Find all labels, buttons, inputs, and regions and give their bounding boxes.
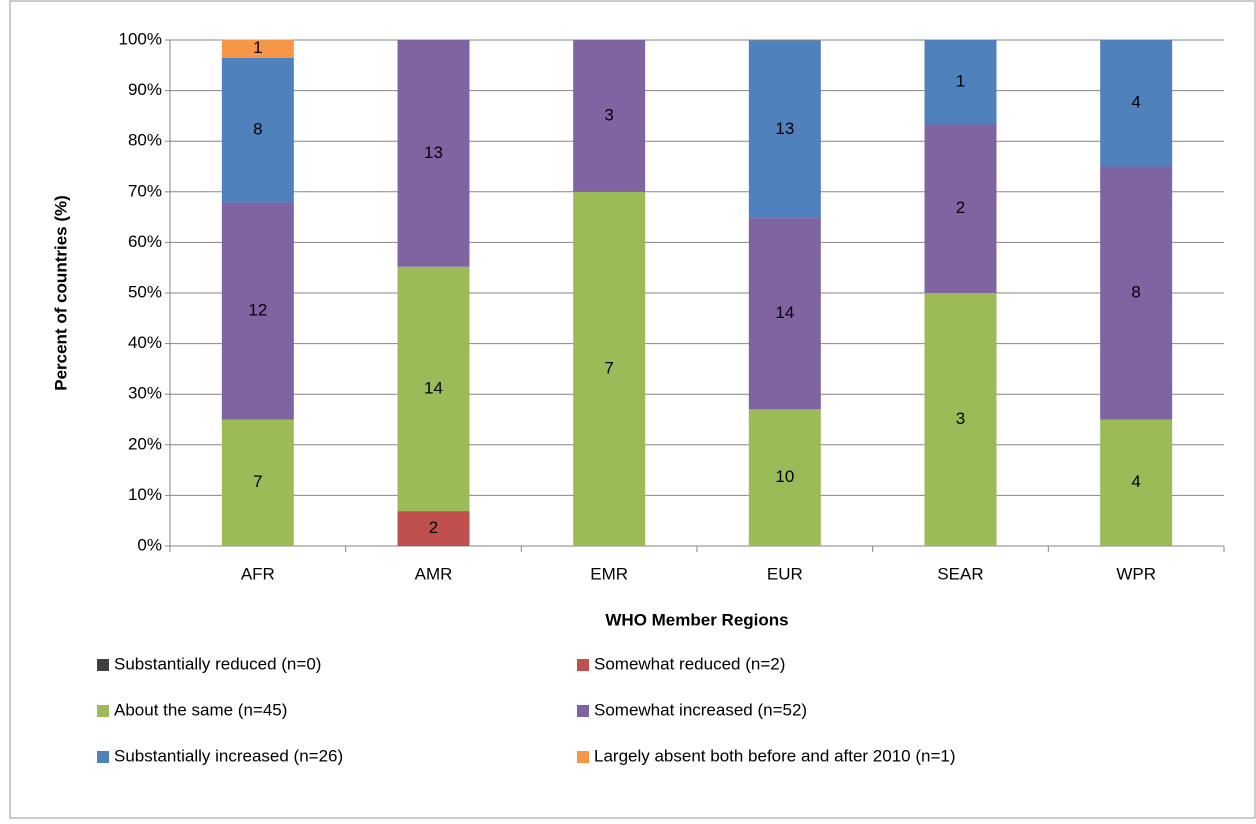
y-tick-label: 40% bbox=[128, 333, 162, 352]
bar-segment bbox=[221, 419, 294, 546]
legend-label: Substantially increased (n=26) bbox=[114, 746, 343, 765]
bar-segment bbox=[924, 293, 997, 546]
bar-segment bbox=[748, 40, 821, 219]
bar-segment bbox=[397, 511, 470, 546]
y-tick-label: 60% bbox=[128, 232, 162, 251]
legend-swatch bbox=[577, 659, 589, 671]
bar-segment bbox=[573, 40, 646, 192]
data-label: 7 bbox=[253, 472, 262, 491]
bar-segment bbox=[573, 191, 646, 547]
bar-segment bbox=[397, 266, 470, 512]
bar-segment bbox=[221, 202, 294, 420]
legend-label: Somewhat reduced (n=2) bbox=[594, 654, 785, 673]
y-tick-label: 0% bbox=[137, 535, 162, 554]
data-label: 13 bbox=[775, 119, 794, 138]
bar-segment bbox=[1100, 166, 1173, 420]
x-tick-label: AMR bbox=[415, 564, 453, 583]
data-label: 8 bbox=[253, 120, 262, 139]
x-tick-label: AFR bbox=[241, 564, 275, 583]
legend-label: Substantially reduced (n=0) bbox=[114, 654, 321, 673]
y-tick-label: 50% bbox=[128, 282, 162, 301]
data-label: 1 bbox=[253, 38, 262, 57]
legend-swatch bbox=[97, 751, 109, 763]
y-axis-label: Percent of countries (%) bbox=[51, 195, 70, 391]
bar-segment bbox=[748, 218, 821, 410]
y-tick-label: 70% bbox=[128, 181, 162, 200]
y-tick-label: 20% bbox=[128, 434, 162, 453]
data-label: 7 bbox=[604, 358, 613, 377]
x-tick-label: WPR bbox=[1116, 564, 1156, 583]
y-tick-label: 30% bbox=[128, 384, 162, 403]
bar-segment bbox=[1100, 419, 1173, 546]
data-label: 8 bbox=[1131, 282, 1140, 301]
data-label: 14 bbox=[424, 378, 443, 397]
bar-segment bbox=[221, 57, 294, 203]
data-label: 13 bbox=[424, 143, 443, 162]
y-tick-label: 10% bbox=[128, 485, 162, 504]
bar-segment bbox=[1100, 40, 1173, 167]
bar-segment bbox=[221, 39, 294, 58]
x-tick-label: SEAR bbox=[937, 564, 983, 583]
x-axis-label: WHO Member Regions bbox=[605, 610, 788, 629]
x-tick-label: EMR bbox=[590, 564, 628, 583]
legend-label: Largely absent both before and after 201… bbox=[594, 746, 956, 765]
data-label: 3 bbox=[604, 105, 613, 124]
data-label: 1 bbox=[956, 72, 965, 91]
legend-swatch bbox=[577, 751, 589, 763]
bar-segment bbox=[924, 124, 997, 293]
data-label: 12 bbox=[248, 300, 267, 319]
y-tick-label: 80% bbox=[128, 131, 162, 150]
data-label: 2 bbox=[956, 198, 965, 217]
bar-segment bbox=[748, 409, 821, 546]
data-label: 4 bbox=[1131, 472, 1140, 491]
bar-segment bbox=[397, 40, 470, 267]
legend-swatch bbox=[577, 705, 589, 717]
y-tick-label: 90% bbox=[128, 80, 162, 99]
data-label: 3 bbox=[956, 409, 965, 428]
legend-swatch bbox=[97, 659, 109, 671]
legend-swatch bbox=[97, 705, 109, 717]
legend-label: About the same (n=45) bbox=[114, 700, 287, 719]
data-label: 2 bbox=[429, 518, 438, 537]
y-tick-label: 100% bbox=[119, 29, 162, 48]
bar-segment bbox=[924, 40, 997, 125]
legend-label: Somewhat increased (n=52) bbox=[594, 700, 807, 719]
data-label: 14 bbox=[775, 303, 794, 322]
data-label: 10 bbox=[775, 467, 794, 486]
data-label: 4 bbox=[1131, 93, 1140, 112]
x-tick-label: EUR bbox=[767, 564, 803, 583]
